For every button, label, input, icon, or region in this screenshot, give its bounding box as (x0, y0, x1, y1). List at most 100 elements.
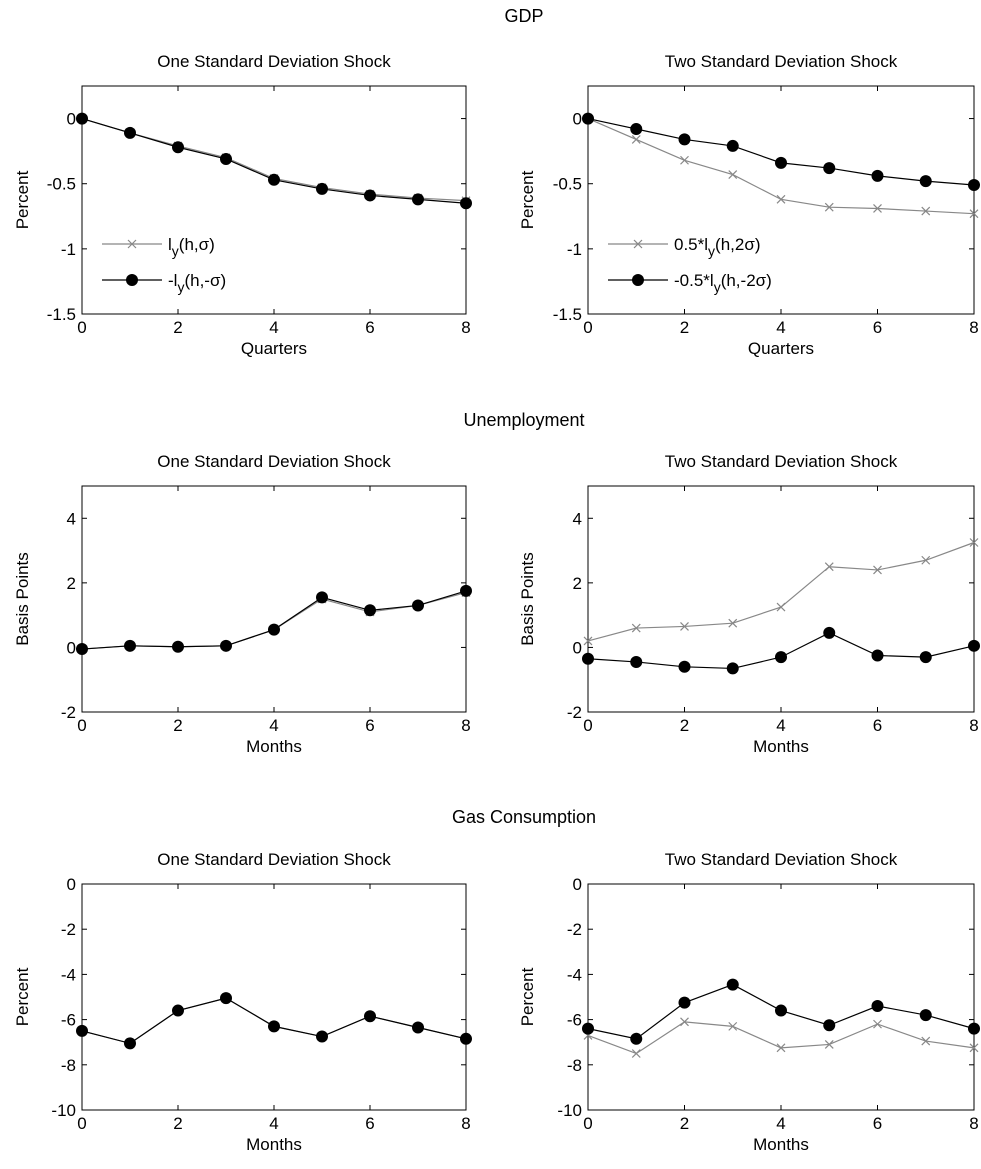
chart-panel-4: One Standard Deviation Shock 0 2 4 6 8 0 -2 -4 -6… (13, 850, 472, 1154)
data-point-dot (582, 652, 594, 665)
y-axis-label: Percent (13, 967, 32, 1026)
x-tick-label: 8 (969, 716, 978, 735)
x-tick-label: 0 (583, 716, 592, 735)
data-point-cross (969, 1043, 979, 1053)
x-tick-label: 2 (173, 716, 182, 735)
data-point-dot (871, 649, 884, 662)
x-tick-label: 8 (461, 318, 470, 337)
plot-frame (81, 485, 467, 713)
y-tick-label: 0 (67, 875, 76, 894)
data-point-cross (921, 206, 931, 216)
y-tick-label: 4 (67, 509, 76, 528)
x-tick-label: 6 (873, 1114, 882, 1133)
data-point-dot (678, 996, 691, 1009)
y-tick-label: -8 (61, 1056, 76, 1075)
data-point-dot (726, 662, 739, 675)
x-axis-label: Months (246, 737, 302, 756)
chart-title: Two Standard Deviation Shock (665, 452, 898, 471)
data-point-dot (268, 623, 280, 636)
x-tick-label: 8 (969, 1114, 978, 1133)
x-tick-label: 4 (776, 1114, 785, 1133)
chart-title: One Standard Deviation Shock (157, 850, 391, 869)
data-point-dot (412, 193, 424, 206)
data-point-dot (630, 1032, 643, 1045)
data-point-cross (969, 209, 979, 219)
data-point-dot (412, 599, 424, 612)
data-point-cross (631, 134, 641, 144)
data-point-dot (316, 591, 328, 604)
x-tick-label: 6 (365, 1114, 374, 1133)
x-axis-label: Months (246, 1135, 302, 1154)
chart-title: One Standard Deviation Shock (157, 452, 391, 471)
x-axis-label: Months (753, 737, 809, 756)
legend-label-0: 0.5*ly(h,2σ) (674, 235, 760, 259)
x-tick-label: 2 (680, 318, 689, 337)
data-point-dot (172, 141, 184, 154)
y-tick-label: -1.5 (47, 305, 76, 324)
x-tick-label: 8 (461, 1114, 470, 1133)
x-tick-label: 2 (173, 1114, 182, 1133)
data-point-dot (76, 643, 88, 656)
chart-panel-0: One Standard Deviation Shock 0 2 4 6 8 0 -0.5 -1… (13, 52, 472, 358)
data-point-dot (364, 1010, 376, 1023)
y-tick-label: -2 (567, 920, 582, 939)
data-point-dot (775, 156, 787, 169)
data-point-dot (630, 655, 643, 668)
x-tick-label: 8 (969, 318, 978, 337)
data-point-dot (775, 651, 787, 664)
y-axis-label: Basis Points (13, 552, 32, 646)
x-axis-label: Months (753, 1135, 809, 1154)
y-tick-label: -4 (567, 965, 582, 984)
data-point-dot (220, 152, 232, 165)
y-tick-label: -0.5 (47, 175, 76, 194)
data-point-cross (824, 1040, 834, 1049)
data-point-dot (726, 139, 739, 152)
legend-marker-cross (127, 239, 137, 249)
data-point-dot (124, 126, 136, 139)
x-tick-label: 2 (680, 716, 689, 735)
data-point-dot (678, 660, 691, 673)
data-point-cross (873, 1019, 882, 1029)
data-point-dot (871, 1000, 884, 1013)
legend-label-1: -0.5*ly(h,-2σ) (674, 271, 772, 295)
chart-title: Two Standard Deviation Shock (665, 850, 898, 869)
data-point-dot (919, 651, 932, 664)
data-point-dot (919, 175, 932, 188)
data-point-cross (583, 636, 593, 646)
data-point-cross (969, 538, 979, 547)
chart-panel-5: Two Standard Deviation Shock 0 2 4 6 8 0 -2 -4 -6… (518, 850, 980, 1154)
y-tick-label: -1 (567, 240, 582, 259)
data-point-cross (728, 170, 738, 180)
data-point-dot (775, 1004, 787, 1017)
data-point-dot (460, 1032, 472, 1045)
plot-frame (587, 883, 975, 1111)
data-point-dot (172, 1004, 184, 1017)
y-tick-label: -10 (557, 1101, 582, 1120)
x-axis-label: Quarters (241, 339, 307, 358)
data-point-dot (220, 992, 232, 1005)
x-tick-label: 4 (269, 1114, 278, 1133)
data-point-dot (582, 1022, 594, 1035)
x-tick-label: 6 (873, 318, 882, 337)
y-tick-label: 0 (573, 110, 582, 129)
x-tick-label: 4 (776, 716, 785, 735)
legend-marker-dot (632, 274, 644, 286)
data-point-dot (76, 112, 88, 125)
x-tick-label: 0 (77, 716, 86, 735)
y-tick-label: -1.5 (553, 305, 582, 324)
data-point-dot (823, 162, 836, 175)
data-point-cross (728, 618, 738, 628)
data-point-cross (776, 194, 786, 204)
data-point-cross (873, 565, 882, 575)
y-tick-label: -2 (567, 703, 582, 722)
x-tick-label: 8 (461, 716, 470, 735)
x-axis-label: Quarters (748, 339, 814, 358)
y-tick-label: -4 (61, 965, 76, 984)
data-point-cross (921, 555, 931, 565)
data-point-cross (824, 202, 834, 212)
x-tick-label: 0 (583, 1114, 592, 1133)
y-tick-label: 2 (573, 574, 582, 593)
x-tick-label: 6 (365, 716, 374, 735)
